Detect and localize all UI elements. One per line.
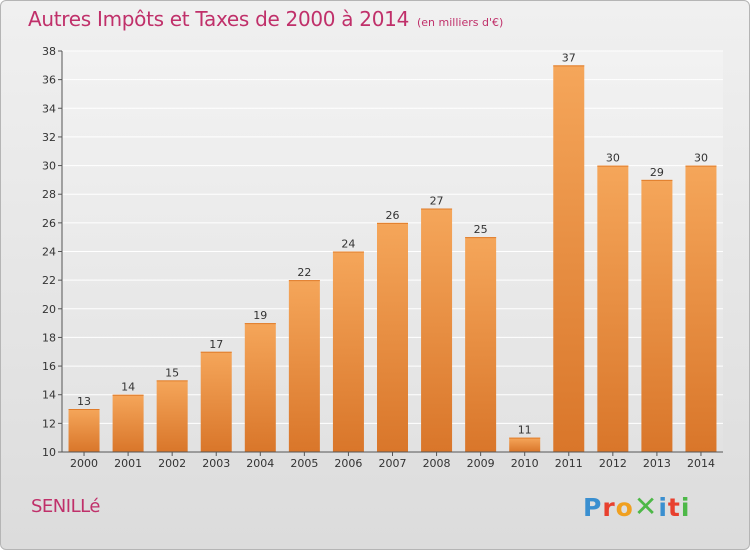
data-label: 24 <box>341 238 355 251</box>
data-label: 14 <box>121 381 135 394</box>
y-tick-label: 26 <box>42 217 56 230</box>
bar <box>641 179 673 452</box>
bar <box>244 323 276 452</box>
bar <box>200 351 232 452</box>
chart-subtitle: (en milliers d'€) <box>417 16 504 29</box>
bars <box>68 65 717 453</box>
x-tick-label: 2002 <box>158 457 186 470</box>
bar <box>685 165 717 453</box>
y-tick-label: 38 <box>42 45 56 58</box>
y-tick-label: 34 <box>42 102 56 115</box>
bar <box>421 208 453 452</box>
bar <box>288 280 320 452</box>
x-tick-label: 2001 <box>114 457 142 470</box>
x-tick-label: 2006 <box>334 457 362 470</box>
x-tick-label: 2013 <box>643 457 671 470</box>
bar <box>509 437 541 452</box>
chart-title: Autres Impôts et Taxes de 2000 à 2014 (en… <box>28 7 503 31</box>
bar <box>377 222 408 452</box>
bar <box>332 251 364 452</box>
y-tick-label: 28 <box>42 188 56 201</box>
y-tick-label: 10 <box>42 446 56 459</box>
y-tick-label: 18 <box>42 331 56 344</box>
bar <box>112 394 144 452</box>
data-label: 13 <box>77 395 91 408</box>
bar <box>597 165 629 453</box>
data-label: 29 <box>650 166 664 179</box>
x-tick-label: 2000 <box>70 457 98 470</box>
y-tick-label: 14 <box>42 389 56 402</box>
data-label: 30 <box>606 152 620 165</box>
bar <box>465 237 497 452</box>
data-label: 15 <box>165 366 179 379</box>
y-tick-label: 12 <box>42 417 56 430</box>
data-label: 27 <box>430 195 444 208</box>
y-tick-label: 16 <box>42 360 56 373</box>
data-label: 17 <box>209 338 223 351</box>
y-tick-label: 32 <box>42 131 56 144</box>
x-tick-label: 2010 <box>511 457 539 470</box>
data-label: 30 <box>694 152 708 165</box>
bar <box>68 409 100 452</box>
x-tick-label: 2012 <box>599 457 627 470</box>
data-label: 22 <box>297 266 311 279</box>
x-tick-label: 2007 <box>379 457 407 470</box>
y-tick-label: 24 <box>42 246 56 259</box>
chart-title-text: Autres Impôts et Taxes de 2000 à 2014 <box>28 7 409 31</box>
x-tick-label: 2009 <box>467 457 495 470</box>
x-tick-label: 2005 <box>290 457 318 470</box>
bar <box>156 380 188 452</box>
data-label: 25 <box>474 223 488 236</box>
y-tick-label: 36 <box>42 74 56 87</box>
proxiti-logo[interactable]: Pro✕iti <box>583 490 691 523</box>
data-label: 11 <box>518 424 532 437</box>
x-tick-label: 2014 <box>687 457 715 470</box>
commune-name: SENILLé <box>31 496 100 517</box>
data-label: 19 <box>253 309 267 322</box>
x-axis-ticks: 2000 2001 2002 2003 2004 2005 2006 2007 2008 2009… <box>70 452 715 470</box>
bar <box>553 65 585 453</box>
data-label: 37 <box>562 51 576 64</box>
x-tick-label: 2004 <box>246 457 274 470</box>
y-tick-label: 30 <box>42 160 56 173</box>
y-axis-ticks: 10 12 14 16 18 20 22 24 26 28 30 32 34 36 38 <box>42 45 62 459</box>
x-tick-label: 2011 <box>555 457 583 470</box>
data-label: 26 <box>386 209 400 222</box>
y-tick-label: 22 <box>42 274 56 287</box>
x-tick-label: 2008 <box>423 457 451 470</box>
data-labels: 13 14 15 17 19 22 24 26 27 25 11 37 30 29 30 <box>77 51 708 436</box>
x-tick-label: 2003 <box>202 457 230 470</box>
y-tick-label: 20 <box>42 303 56 316</box>
